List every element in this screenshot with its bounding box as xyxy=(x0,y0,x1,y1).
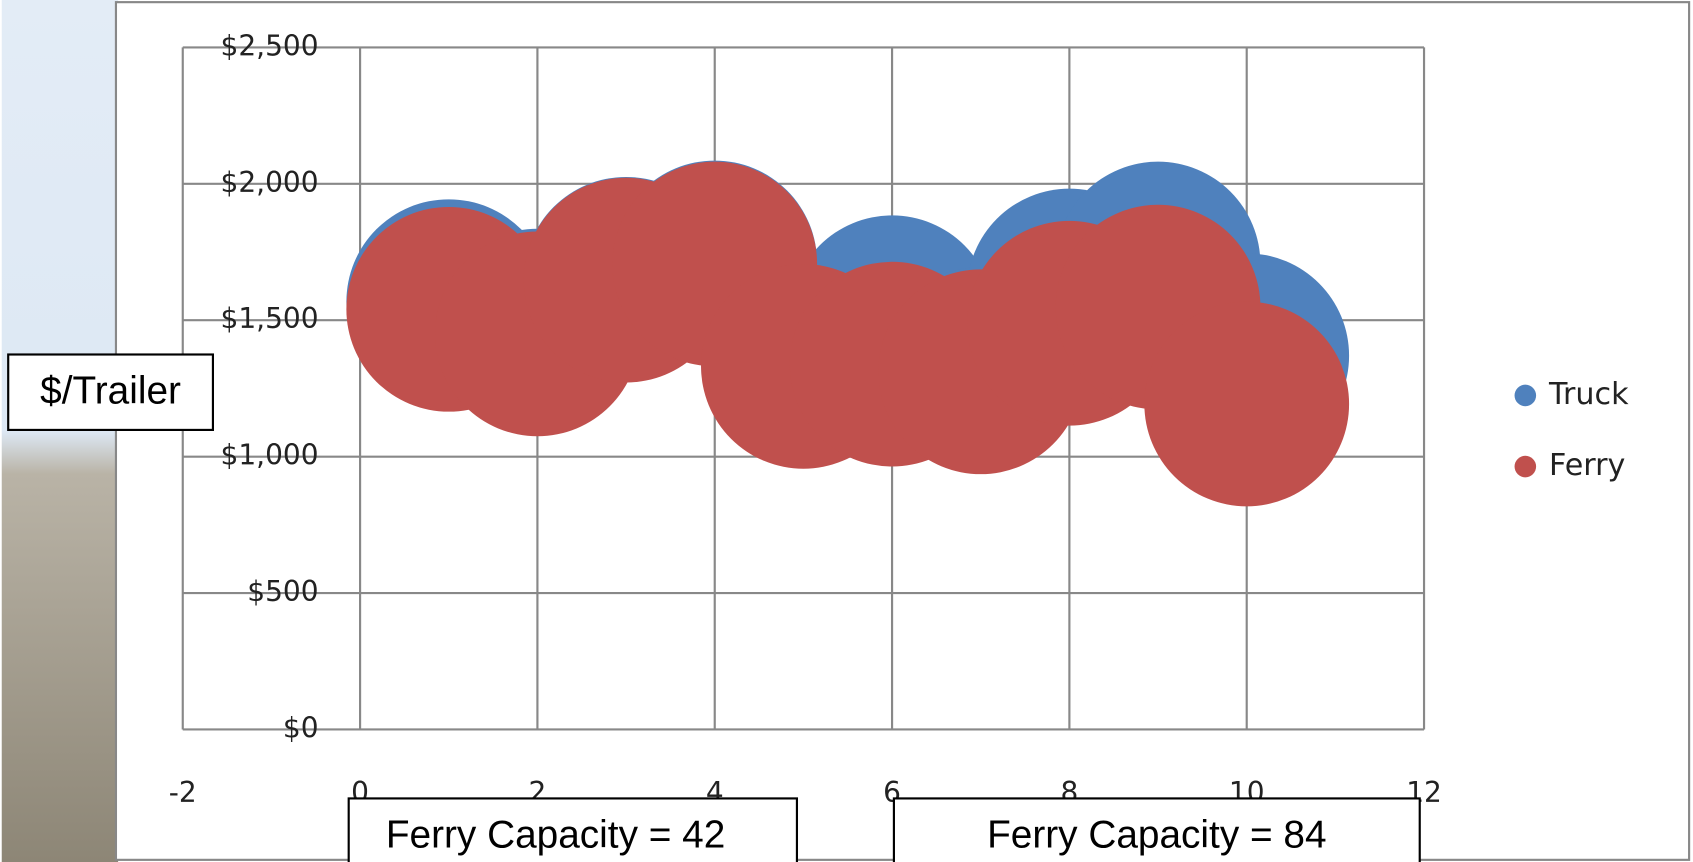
bubble xyxy=(1144,302,1349,507)
y-tick-label: $0 xyxy=(283,711,319,744)
screen: $0$500$1,000$1,500$2,000$2,500-202468101… xyxy=(0,0,1693,862)
annotation: Ferry Capacity = 42 xyxy=(386,813,725,856)
legend-marker xyxy=(1515,385,1537,407)
y-tick-label: $500 xyxy=(247,575,318,608)
y-tick-label: $2,500 xyxy=(221,29,319,62)
legend-marker xyxy=(1515,456,1537,478)
x-tick-label: -2 xyxy=(169,776,197,809)
y-axis-label: $/Trailer xyxy=(40,370,181,413)
y-tick-label: $1,500 xyxy=(221,302,319,335)
annotation: Ferry Capacity = 84 xyxy=(987,813,1326,856)
y-tick-label: $1,000 xyxy=(221,439,319,472)
legend-label: Ferry xyxy=(1549,448,1625,483)
legend-label: Truck xyxy=(1548,377,1629,412)
y-tick-label: $2,000 xyxy=(221,166,319,199)
